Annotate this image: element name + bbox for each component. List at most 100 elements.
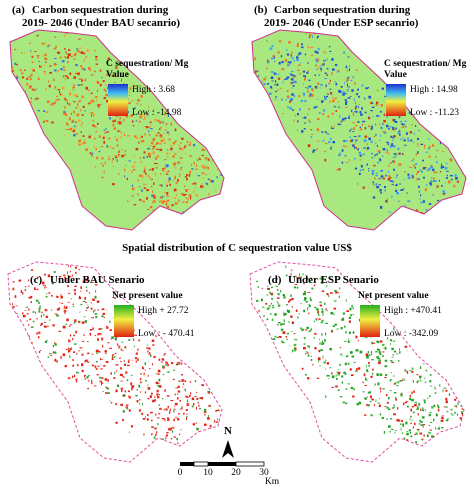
map-pixel	[106, 100, 109, 103]
map-pixel	[285, 336, 288, 338]
map-pixel	[335, 291, 337, 294]
map-pixel	[99, 69, 102, 72]
map-pixel	[354, 107, 357, 110]
map-pixel	[32, 320, 35, 323]
map-pixel	[317, 35, 319, 38]
map-pixel	[127, 135, 131, 137]
map-pixel	[193, 403, 195, 406]
map-pixel	[147, 387, 151, 390]
map-pixel	[370, 376, 373, 378]
map-pixel	[441, 427, 444, 429]
map-pixel	[321, 63, 324, 66]
map-pixel	[330, 330, 333, 333]
legend-title: C sequestration/ Mg	[106, 59, 189, 69]
map-pixel	[103, 365, 106, 367]
map-pixel	[382, 123, 384, 125]
map-pixel	[337, 373, 340, 376]
map-pixel	[12, 68, 14, 71]
map-pixel	[436, 161, 438, 164]
map-pixel	[174, 175, 176, 178]
map-pixel	[417, 428, 420, 432]
map-pixel	[319, 365, 321, 367]
map-pixel	[73, 58, 76, 60]
map-pixel	[96, 300, 100, 303]
map-pixel	[278, 73, 280, 76]
map-pixel	[76, 371, 79, 374]
north-label: N	[224, 425, 232, 437]
map-pixel	[95, 290, 97, 293]
map-pixel	[217, 409, 220, 412]
map-pixel	[345, 402, 348, 405]
map-pixel	[67, 101, 68, 105]
map-pixel	[404, 126, 407, 128]
legend-low: Low : -11.23	[410, 108, 459, 118]
map-pixel	[384, 377, 387, 378]
map-pixel	[24, 310, 26, 311]
map-pixel	[322, 100, 325, 102]
map-pixel	[124, 390, 126, 393]
map-pixel	[0, 75, 2, 77]
map-pixel	[195, 194, 198, 197]
map-pixel	[97, 333, 100, 336]
map-pixel	[257, 75, 259, 77]
map-pixel	[471, 183, 474, 185]
map-pixel	[94, 295, 97, 299]
map-pixel	[171, 204, 174, 207]
map-pixel	[428, 425, 430, 426]
map-pixel	[73, 101, 76, 103]
map-pixel	[179, 157, 183, 159]
map-pixel	[267, 59, 269, 62]
map-pixel	[342, 145, 346, 147]
map-pixel	[84, 78, 87, 82]
map-pixel	[125, 347, 127, 349]
map-pixel	[151, 392, 153, 395]
map-pixel	[12, 281, 15, 283]
map-pixel	[405, 400, 409, 402]
map-pixel	[289, 72, 292, 74]
map-pixel	[114, 82, 116, 84]
map-pixel	[431, 177, 433, 179]
map-pixel	[324, 302, 326, 305]
map-pixel	[21, 51, 23, 54]
map-pixel	[65, 99, 68, 102]
map-pixel	[455, 406, 457, 408]
map-area	[249, 261, 465, 463]
map-pixel	[100, 328, 103, 330]
map-pixel	[450, 408, 453, 411]
map-pixel	[185, 189, 188, 192]
map-pixel	[39, 305, 41, 308]
map-pixel	[392, 126, 395, 130]
map-pixel	[321, 342, 324, 345]
map-pixel	[142, 176, 144, 179]
map-pixel	[169, 152, 171, 155]
map-pixel	[81, 79, 83, 82]
legend-gradient	[360, 305, 380, 337]
map-pixel	[115, 66, 118, 69]
map-pixel	[47, 325, 49, 327]
map-pixel	[296, 56, 299, 59]
map-pixel	[358, 172, 361, 175]
map-pixel	[160, 173, 162, 175]
map-pixel	[81, 321, 85, 324]
map-pixel	[161, 201, 164, 204]
map-pixel	[420, 212, 423, 214]
map-pixel	[383, 431, 385, 434]
map-pixel	[173, 418, 175, 422]
north-arrow: N	[222, 425, 234, 458]
map-pixel	[67, 285, 69, 288]
map-pixel	[156, 417, 160, 419]
map-pixel	[262, 306, 265, 308]
map-pixel	[390, 428, 393, 430]
map-pixel	[289, 107, 292, 110]
map-pixel	[143, 187, 147, 189]
map-pixel	[160, 139, 163, 142]
map-pixel	[301, 43, 303, 46]
map-pixel	[182, 201, 185, 203]
map-pixel	[462, 400, 464, 404]
map-pixel	[28, 296, 31, 299]
map-pixel	[29, 76, 31, 78]
map-pixel	[87, 380, 90, 382]
map-pixel	[384, 359, 388, 362]
map-pixel	[274, 84, 277, 86]
map-pixel	[325, 84, 327, 88]
